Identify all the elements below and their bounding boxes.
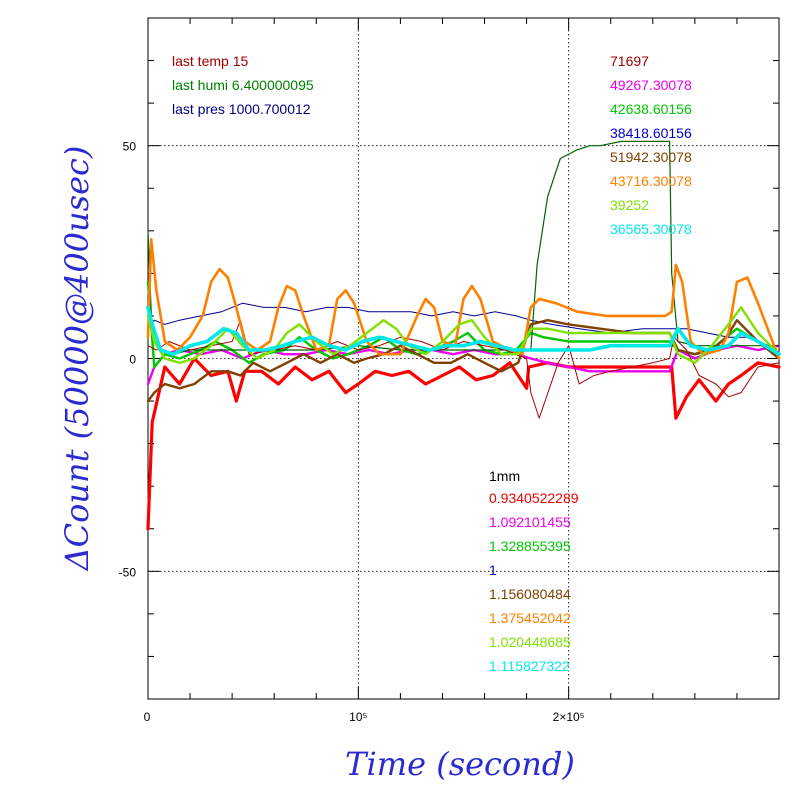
series-line-2 bbox=[146, 344, 781, 386]
series-line-10 bbox=[146, 305, 781, 356]
axis-ticks bbox=[147, 17, 780, 700]
count-label-7: 39252 bbox=[610, 197, 649, 213]
count-label-5: 51942.30078 bbox=[610, 149, 692, 165]
count-label-8: 36565.30078 bbox=[610, 221, 692, 237]
count-label-3: 42638.60156 bbox=[610, 101, 692, 117]
factor-label-7: 1.020448685 bbox=[489, 634, 571, 650]
y-tick-label: -50 bbox=[119, 565, 137, 579]
factor-label-3: 1.328855395 bbox=[489, 538, 571, 554]
grid-lines bbox=[148, 18, 779, 699]
factor-labels: 1mm 0.9340522289 1.092101455 1.328855395 1 1.… bbox=[489, 468, 579, 674]
env-label-3: last pres 1000.700012 bbox=[172, 101, 311, 117]
y-tick-label: 0 bbox=[129, 353, 136, 367]
count-labels: 71697 49267.30078 42638.60156 38418.60156 51… bbox=[610, 53, 692, 237]
count-label-6: 43716.30078 bbox=[610, 173, 692, 189]
factor-label-6: 1.375452042 bbox=[489, 610, 571, 626]
series-line-8 bbox=[146, 238, 781, 360]
x-tick-label: 0 bbox=[144, 710, 151, 724]
env-label-1: last temp 15 bbox=[172, 53, 248, 69]
environment-labels: last temp 15 last humi 6.400000095 last pr… bbox=[172, 53, 314, 117]
series-line-5 bbox=[147, 140, 780, 355]
count-label-4: 38418.60156 bbox=[610, 125, 692, 141]
factor-label-4: 1 bbox=[489, 562, 497, 578]
factor-label-8: 1.115827322 bbox=[489, 658, 570, 674]
count-label-1: 71697 bbox=[610, 53, 649, 69]
factor-label-5: 1.156080484 bbox=[489, 586, 571, 602]
x-axis-title: Time (second) bbox=[345, 745, 575, 783]
factor-label-2: 1.092101455 bbox=[489, 514, 571, 530]
series-line-1 bbox=[146, 356, 781, 531]
x-tick-label: 2×10⁵ bbox=[553, 710, 585, 724]
env-label-2: last humi 6.400000095 bbox=[172, 77, 314, 93]
y-axis-title: ΔCount (50000@400usec) bbox=[58, 146, 96, 573]
series-line-4 bbox=[147, 302, 780, 347]
count-label-2: 49267.30078 bbox=[610, 77, 692, 93]
factor-title: 1mm bbox=[489, 468, 520, 484]
factor-label-1: 0.9340522289 bbox=[489, 490, 579, 506]
x-tick-label: 10⁵ bbox=[349, 710, 367, 724]
tick-labels: 0 10⁵ 2×10⁵ -50 0 50 bbox=[119, 140, 585, 724]
series-lines bbox=[146, 140, 781, 531]
y-tick-label: 50 bbox=[123, 140, 137, 154]
